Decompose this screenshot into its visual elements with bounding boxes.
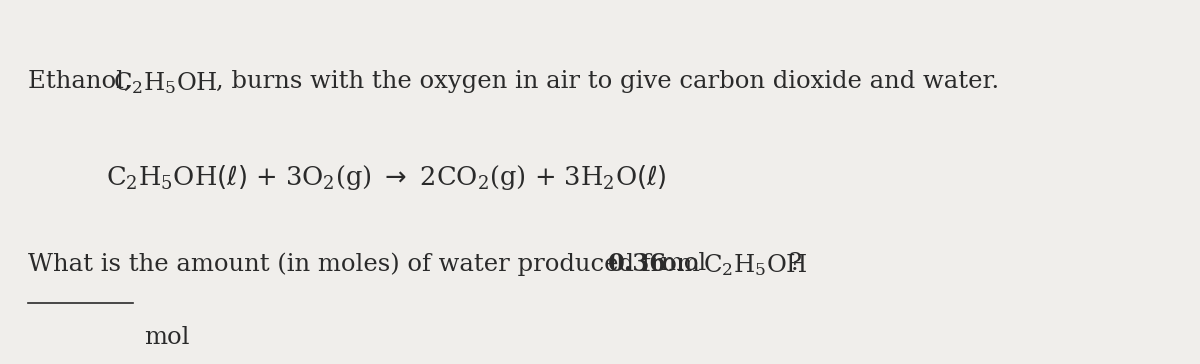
Text: $\mathregular{C_2H_5OH}$$(\ell)$ + 3$\mathregular{O_2}$(g) $\rightarrow$ 2$\math: $\mathregular{C_2H_5OH}$$(\ell)$ + 3$\ma… <box>106 163 667 192</box>
Text: 0.36: 0.36 <box>607 252 667 276</box>
Text: Ethanol,: Ethanol, <box>28 70 139 93</box>
Text: mol: mol <box>653 252 714 275</box>
Text: $\mathregular{C_2H_5OH}$: $\mathregular{C_2H_5OH}$ <box>113 70 218 96</box>
Text: mol: mol <box>144 325 190 349</box>
Text: What is the amount (in moles) of water produced from: What is the amount (in moles) of water p… <box>28 252 708 276</box>
Text: $\mathregular{C_2H_5OH}$: $\mathregular{C_2H_5OH}$ <box>703 252 808 278</box>
Text: ?: ? <box>788 252 802 275</box>
Text: , burns with the oxygen in air to give carbon dioxide and water.: , burns with the oxygen in air to give c… <box>216 70 998 93</box>
